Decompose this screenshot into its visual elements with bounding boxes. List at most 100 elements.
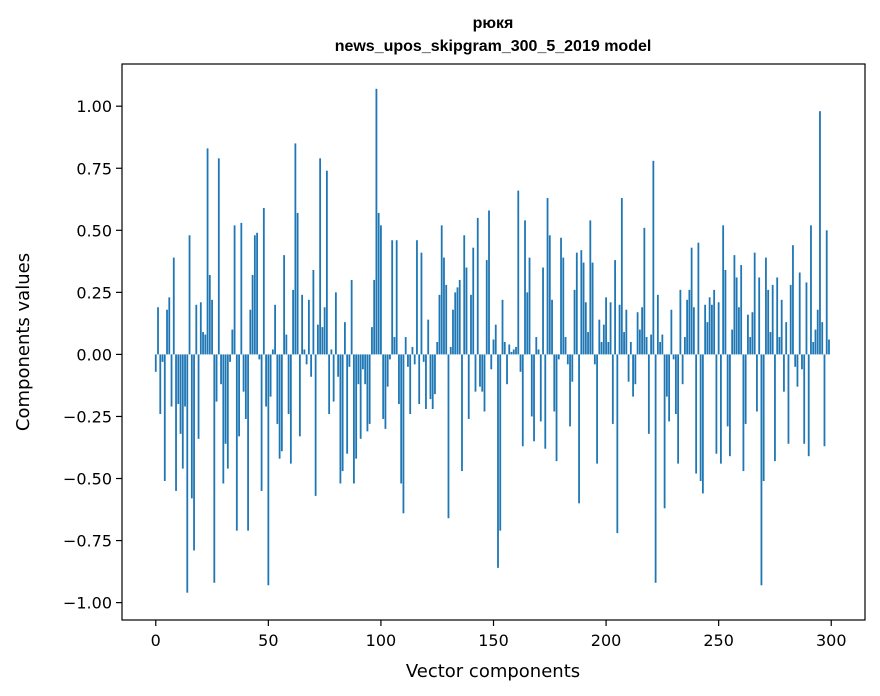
bar: [589, 220, 592, 355]
x-tick-label: 0: [151, 631, 161, 650]
bar: [740, 265, 743, 355]
bar: [395, 240, 398, 355]
bar: [375, 88, 378, 355]
bar: [796, 354, 799, 387]
bar: [578, 354, 580, 504]
bar: [738, 307, 740, 355]
bar: [553, 354, 556, 412]
bar: [557, 354, 560, 360]
bar: [542, 267, 544, 355]
bar: [494, 324, 497, 355]
bar: [794, 354, 797, 367]
bar: [353, 354, 355, 484]
bar: [242, 354, 245, 392]
bar: [607, 342, 610, 355]
y-tick-label: 1.00: [76, 97, 112, 116]
bar: [562, 257, 565, 355]
bar: [807, 354, 810, 457]
bar: [783, 354, 785, 392]
bar: [805, 282, 808, 355]
bar: [620, 198, 623, 355]
bar: [467, 354, 470, 419]
bar: [762, 354, 765, 481]
bar: [688, 289, 691, 355]
bar: [215, 354, 218, 402]
bar: [537, 349, 540, 355]
y-tick-label: 0.25: [76, 283, 112, 302]
bar: [454, 292, 457, 355]
y-tick-label: 0.50: [76, 221, 112, 240]
bar: [265, 354, 267, 407]
bar: [526, 292, 529, 355]
bar: [199, 302, 202, 355]
bar: [287, 354, 290, 414]
bar: [190, 354, 193, 499]
bar: [641, 307, 643, 355]
bar: [294, 143, 297, 355]
bar: [310, 354, 313, 377]
bar: [344, 322, 346, 355]
bar: [447, 354, 450, 519]
x-tick-label: 150: [478, 631, 509, 650]
bar: [301, 294, 304, 355]
bar: [377, 212, 380, 355]
bar: [440, 225, 443, 355]
bar: [497, 354, 499, 568]
bar: [303, 349, 306, 355]
bar: [420, 252, 423, 355]
bar: [823, 354, 826, 447]
bar: [720, 354, 722, 464]
bar: [798, 272, 801, 355]
bar: [404, 337, 407, 355]
bar: [373, 279, 376, 355]
y-axis-label: Components values: [13, 253, 34, 431]
bar: [244, 354, 247, 419]
bar: [434, 354, 436, 395]
bar: [701, 354, 704, 494]
bar: [332, 354, 335, 402]
bar: [652, 160, 655, 355]
bar: [749, 337, 752, 355]
bar: [713, 289, 716, 355]
bar: [443, 257, 445, 355]
bar: [677, 354, 680, 464]
bar: [528, 257, 531, 355]
bar: [321, 327, 324, 355]
bar: [758, 277, 761, 355]
x-axis-label: Vector components: [406, 661, 580, 682]
bar: [753, 252, 756, 355]
bar: [706, 322, 709, 355]
bar: [461, 354, 463, 472]
bar: [249, 309, 252, 355]
bar: [391, 240, 394, 355]
bar: [409, 354, 412, 414]
bar: [470, 294, 472, 355]
bars-group: [154, 88, 830, 593]
x-tick-label: 300: [816, 631, 847, 650]
bar: [269, 354, 272, 397]
bar: [359, 354, 362, 439]
bar: [161, 354, 164, 362]
bar: [157, 307, 159, 355]
bar: [819, 111, 821, 355]
x-axis-ticks: 0 50 100 150 200 250 300: [151, 620, 847, 650]
bar: [600, 342, 603, 355]
bar: [580, 250, 583, 355]
bar: [465, 267, 468, 355]
bar: [253, 235, 256, 355]
bar: [481, 354, 484, 392]
bar: [274, 304, 276, 355]
bar: [587, 332, 589, 355]
bar: [731, 329, 734, 355]
bar: [427, 319, 430, 355]
bar: [316, 324, 319, 355]
bar: [166, 309, 168, 355]
bar: [168, 297, 171, 355]
bar: [501, 299, 504, 355]
bar: [231, 329, 234, 355]
bar: [490, 354, 493, 370]
bar: [535, 337, 538, 355]
bar: [611, 354, 614, 424]
bar: [774, 354, 776, 462]
bar: [384, 354, 387, 429]
